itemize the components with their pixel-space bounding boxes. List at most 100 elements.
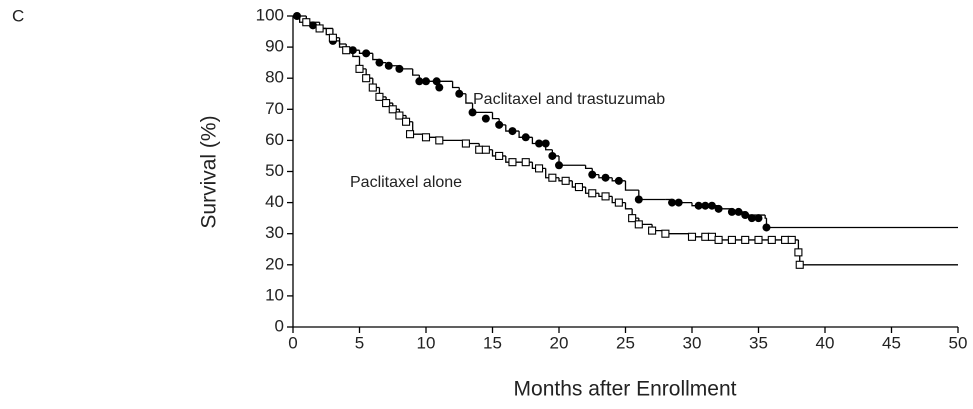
survival-step (624, 180, 639, 191)
censor-marker (588, 189, 597, 198)
survival-step (765, 218, 958, 229)
censor-marker (421, 133, 431, 142)
censor-marker (747, 214, 756, 223)
y-tick-label: 30 (265, 223, 284, 242)
survival-step (451, 81, 460, 89)
censor-marker (548, 173, 557, 182)
censor-marker (435, 136, 444, 145)
censor-marker (767, 235, 776, 244)
survival-step (338, 37, 347, 45)
censor-marker (435, 83, 444, 92)
censor-marker (548, 151, 557, 160)
censor-marker (674, 198, 683, 207)
censor-marker (762, 223, 771, 232)
censor-marker (694, 201, 703, 210)
y-tick-label: 40 (265, 192, 284, 211)
censor-marker (701, 232, 710, 241)
censor-marker (395, 111, 404, 120)
censor-marker (405, 130, 415, 139)
censor-marker (555, 161, 563, 170)
censor-marker (328, 33, 337, 42)
censor-marker (754, 235, 763, 244)
censor-marker (401, 117, 411, 126)
censor-marker (495, 120, 504, 129)
censor-marker (375, 92, 384, 101)
censor-marker (634, 195, 643, 204)
censor-marker (787, 235, 796, 244)
x-tick-label: 0 (288, 333, 297, 352)
censor-marker (648, 226, 657, 235)
survival-step (638, 190, 666, 201)
survival-step (799, 252, 958, 266)
censor-marker (541, 139, 550, 148)
censor-marker (561, 176, 570, 185)
x-tick-label: 25 (616, 333, 635, 352)
y-tick-label: 80 (265, 68, 284, 87)
censor-marker (781, 235, 790, 244)
x-tick-label: 35 (749, 333, 768, 352)
censor-marker (355, 64, 364, 73)
censor-marker (508, 158, 517, 167)
censor-marker (508, 127, 517, 136)
censor-marker (754, 214, 763, 223)
censor-marker (668, 198, 677, 207)
censor-marker (614, 198, 623, 207)
x-tick-label: 5 (355, 333, 364, 352)
censor-marker (455, 89, 464, 98)
censor-marker (687, 232, 697, 241)
censor-marker (432, 77, 441, 86)
censor-marker (707, 232, 717, 241)
censor-marker (727, 207, 736, 216)
censor-marker (714, 235, 723, 244)
censor-marker (734, 207, 743, 216)
x-tick-label: 50 (949, 333, 968, 352)
censor-marker (661, 229, 670, 238)
censor-marker (308, 21, 317, 30)
survival-step (558, 155, 586, 166)
survival-step (624, 202, 633, 210)
censor-marker (481, 145, 490, 154)
y-tick-label: 0 (275, 316, 284, 335)
x-tick-label: 15 (483, 333, 502, 352)
censor-marker (794, 248, 803, 257)
censor-marker (634, 220, 643, 229)
survival-step (412, 121, 426, 135)
censor-marker (588, 170, 597, 179)
censor-marker (701, 201, 710, 210)
censor-marker (362, 49, 371, 58)
y-tick-label: 100 (256, 5, 284, 24)
censor-marker (461, 139, 470, 148)
censor-marker (601, 192, 610, 201)
censor-marker (468, 108, 477, 117)
y-tick-label: 10 (265, 285, 284, 304)
x-tick-label: 45 (882, 333, 901, 352)
censor-marker (795, 260, 804, 269)
censor-marker (727, 235, 736, 244)
censor-marker (714, 204, 723, 213)
survival-step (584, 165, 593, 170)
series-label: Paclitaxel and trastuzumab (473, 91, 665, 108)
censor-marker (315, 24, 324, 33)
censor-marker (534, 164, 544, 173)
censor-marker (481, 114, 490, 123)
censor-marker (707, 201, 716, 210)
censor-marker (521, 158, 530, 167)
censor-marker (574, 183, 584, 192)
censor-marker (475, 145, 484, 154)
survival-step (352, 50, 360, 58)
y-tick-label: 60 (265, 130, 284, 149)
censor-marker (382, 99, 391, 108)
censor-marker (388, 105, 397, 114)
censor-marker (342, 46, 351, 55)
censor-marker (384, 61, 393, 70)
censor-marker (395, 64, 404, 73)
x-tick-label: 20 (550, 333, 569, 352)
y-tick-label: 50 (265, 161, 284, 180)
censor-marker (614, 176, 623, 185)
censor-marker (368, 83, 377, 92)
survival-step (465, 93, 473, 104)
censor-marker (375, 58, 384, 67)
censor-marker (302, 18, 311, 27)
censor-marker (415, 77, 424, 86)
censor-marker (521, 133, 530, 142)
